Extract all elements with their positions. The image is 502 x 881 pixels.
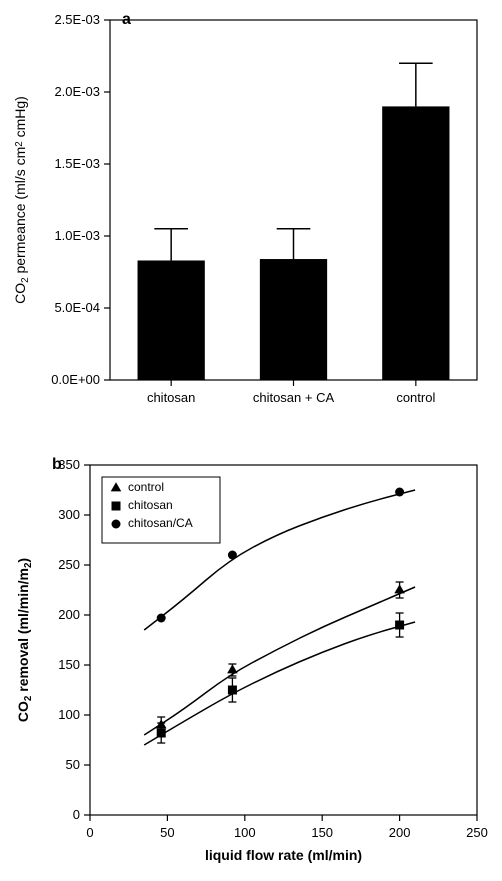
category-label: control — [396, 390, 435, 405]
ytick-label: 2.0E-03 — [54, 84, 100, 99]
ytick-label: 2.5E-03 — [54, 12, 100, 27]
xtick-label: 50 — [160, 825, 174, 840]
data-point — [228, 686, 237, 695]
scatter-chart: 050100150200250050100150200250300350cont… — [0, 445, 502, 875]
category-label: chitosan — [147, 390, 195, 405]
category-label: chitosan + CA — [253, 390, 335, 405]
panel-label: b — [52, 456, 62, 473]
bar — [138, 260, 205, 380]
ytick-label: 50 — [66, 757, 80, 772]
legend: control chitosan chitosan/CA — [102, 477, 220, 543]
xtick-label: 250 — [466, 825, 488, 840]
panel-label: a — [122, 11, 131, 28]
bar-chart: 0.0E+00 5.0E-04 1.0E-03 1.5E-03 2.0E-03 2.5E-… — [0, 0, 502, 430]
data-point — [395, 621, 404, 630]
bar — [260, 259, 327, 380]
ytick-label: 100 — [58, 707, 80, 722]
data-point — [227, 664, 238, 673]
xtick-label: 100 — [234, 825, 256, 840]
ytick-label: 0 — [73, 807, 80, 822]
ytick-label: 250 — [58, 557, 80, 572]
legend-label: chitosan — [128, 498, 173, 512]
legend-label: control — [128, 480, 164, 494]
xtick-label: 200 — [389, 825, 411, 840]
ytick-label: 1.5E-03 — [54, 156, 100, 171]
data-point — [394, 584, 405, 593]
data-point — [157, 729, 166, 738]
panel-a: 0.0E+00 5.0E-04 1.0E-03 1.5E-03 2.0E-03 2.5E-… — [0, 0, 502, 430]
figure-page: 0.0E+00 5.0E-04 1.0E-03 1.5E-03 2.0E-03 2.5E-… — [0, 0, 502, 881]
data-point — [157, 614, 166, 623]
ytick-label: 150 — [58, 657, 80, 672]
x-axis-label: liquid flow rate (ml/min) — [205, 847, 362, 863]
ytick-label: 1.0E-03 — [54, 228, 100, 243]
xtick-label: 150 — [311, 825, 333, 840]
data-point — [228, 551, 237, 560]
legend-label: chitosan/CA — [128, 516, 193, 530]
bar — [382, 106, 449, 380]
xtick-label: 0 — [86, 825, 93, 840]
y-axis-label: CO2 removal (ml/min/m2) — [15, 558, 34, 722]
ytick-label: 5.0E-04 — [54, 300, 100, 315]
ytick-label: 200 — [58, 607, 80, 622]
fit-curve — [144, 622, 415, 745]
ytick-label: 0.0E+00 — [51, 372, 100, 387]
ytick-label: 300 — [58, 507, 80, 522]
y-axis-label: CO2 permeance (ml/s cm2 cmHg) — [12, 96, 31, 304]
data-point — [395, 488, 404, 497]
panel-b: 050100150200250050100150200250300350cont… — [0, 445, 502, 875]
fit-curve — [144, 587, 415, 735]
